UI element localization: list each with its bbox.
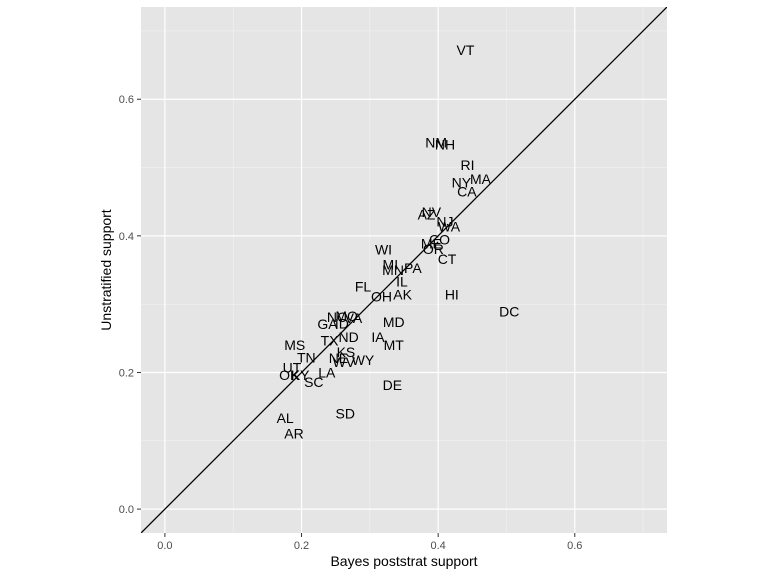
point-label-ak: AK [393,287,412,303]
point-label-nv: NV [422,204,442,220]
grid-lines [141,7,667,533]
x-tick-label: 0.0 [157,540,172,552]
point-label-mi: MI [383,257,399,273]
identity-line [141,7,667,533]
point-label-mo: MO [335,308,358,324]
x-tick-label: 0.4 [431,540,446,552]
point-label-il: IL [396,274,408,290]
point-label-ut: UT [283,360,302,376]
point-label-va: VA [345,310,363,326]
point-label-dc: DC [499,304,519,320]
point-label-nc: NC [327,309,347,325]
point-label-pa: PA [404,260,422,276]
point-label-me: ME [421,235,442,251]
x-axis: 0.0 0.2 0.4 0.6 [157,533,582,552]
y-tick-label: 0.2 [119,367,134,379]
y-tick-label: 0.0 [119,504,134,516]
y-axis: 0.0 0.2 0.4 0.6 [119,94,141,516]
point-label-ca: CA [457,183,477,199]
point-label-mt: MT [384,337,405,353]
point-label-wy: WY [352,352,375,368]
point-label-md: MD [383,314,405,330]
point-label-ma: MA [470,171,492,187]
point-label-nh: NH [435,136,455,152]
y-tick-label: 0.6 [119,94,134,106]
point-label-wa: WA [438,218,461,234]
point-label-oh: OH [371,289,392,305]
point-label-nd: ND [339,329,359,345]
point-label-la: LA [318,364,336,380]
point-label-vt: VT [457,42,475,58]
point-label-ky: KY [291,367,310,383]
point-label-ne: NE [329,350,348,366]
point-label-al: AL [277,410,294,426]
point-label-mn: MN [382,262,404,278]
point-label-or: OR [423,241,444,257]
point-label-ks: KS [337,344,356,360]
point-label-ia: IA [371,329,385,345]
point-label-ri: RI [461,157,475,173]
y-tick-label: 0.4 [119,231,134,243]
point-label-tn: TN [297,349,316,365]
point-label-hi: HI [445,287,459,303]
point-label-az: AZ [418,207,436,223]
point-label-wv: WV [333,354,356,370]
point-label-ms: MS [284,337,305,353]
point-label-nj: NJ [436,213,453,229]
point-label-co: CO [429,231,450,247]
point-label-ny: NY [452,175,472,191]
point-label-wi: WI [375,242,392,258]
point-label-ar: AR [284,425,303,441]
point-label-nm: NM [425,134,447,150]
point-label-sc: SC [304,374,323,390]
point-label-id: ID [335,315,349,331]
y-axis-title: Unstratified support [98,209,114,331]
point-label-fl: FL [355,278,372,294]
point-label-de: DE [383,377,402,393]
point-label-tx: TX [321,332,340,348]
x-tick-label: 0.6 [567,540,582,552]
point-label-sd: SD [336,405,355,421]
point-label-ct: CT [438,251,457,267]
x-axis-title: Bayes poststrat support [330,553,477,569]
x-tick-label: 0.2 [294,540,309,552]
point-label-ga: GA [317,316,338,332]
point-label-ok: OK [279,367,300,383]
